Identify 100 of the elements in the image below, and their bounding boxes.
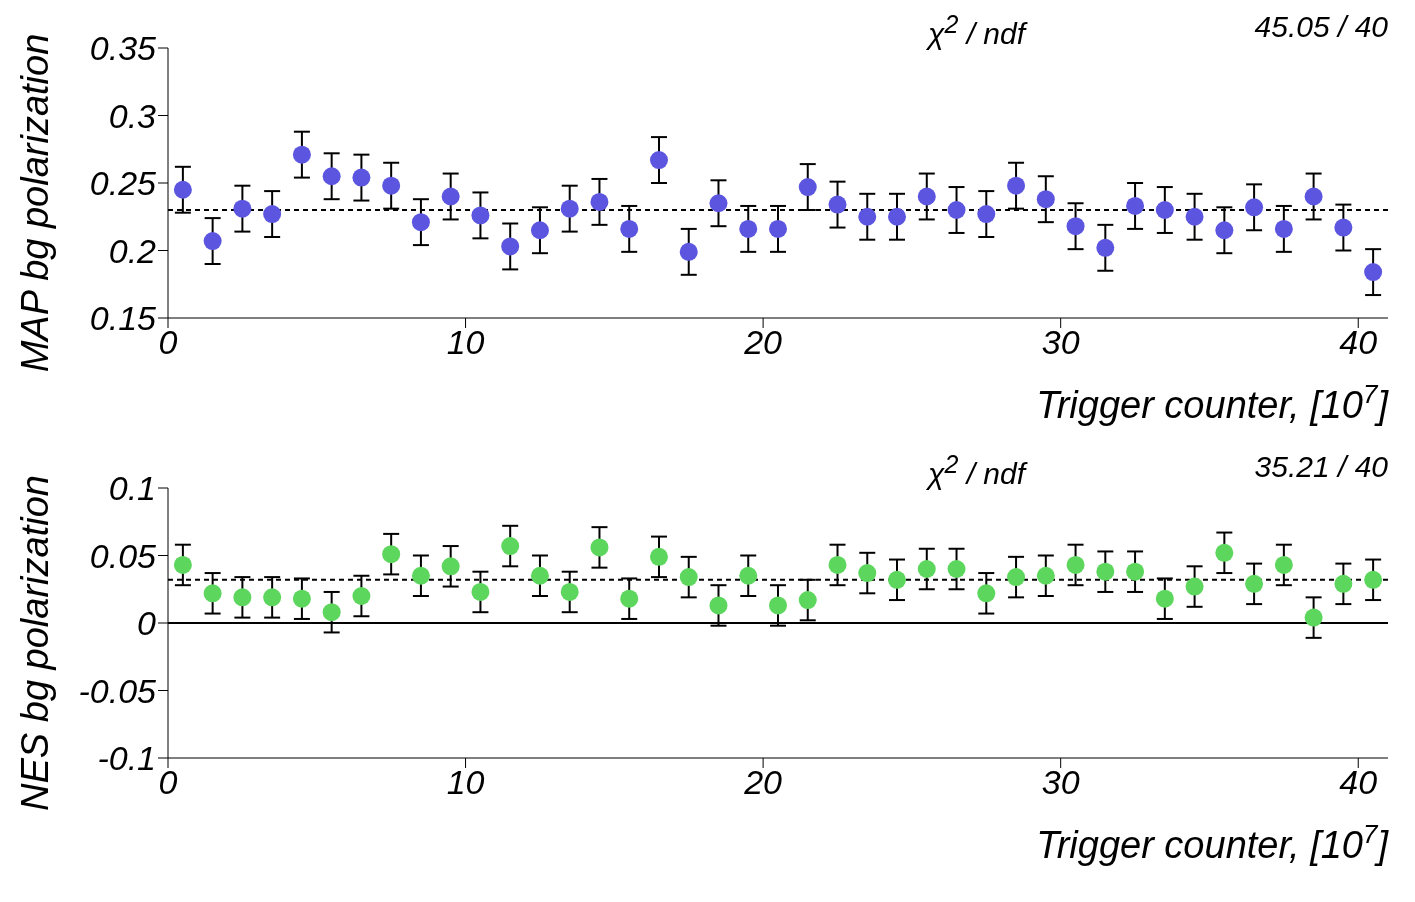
point (888, 207, 907, 226)
point (1215, 221, 1234, 240)
point (888, 570, 907, 589)
point (263, 588, 282, 607)
x-tick-label: 10 (446, 763, 485, 802)
point (382, 545, 401, 564)
x-tick-label: 30 (1041, 323, 1080, 362)
point (1334, 218, 1353, 237)
point (203, 584, 222, 603)
point (501, 237, 520, 256)
y-tick-label: 0.15 (89, 299, 157, 338)
annotation: χ$^{2}$ / ndf (928, 10, 1026, 50)
point (1126, 562, 1145, 581)
point (1304, 187, 1323, 206)
point (322, 603, 341, 622)
y-tick-label: 0.3 (108, 96, 157, 135)
point (769, 596, 787, 615)
x-tick-label: 30 (1041, 763, 1080, 802)
point (649, 547, 668, 566)
y-tick-label: 0.25 (89, 164, 157, 203)
y-tick-label: 0.1 (108, 469, 156, 508)
point (173, 180, 192, 199)
point (858, 564, 877, 583)
point (352, 587, 371, 605)
point (917, 560, 936, 578)
point (947, 560, 966, 578)
point (530, 566, 549, 585)
point (828, 195, 847, 214)
point (1245, 198, 1264, 217)
point (1364, 263, 1383, 282)
point (1185, 577, 1204, 596)
point (709, 596, 728, 615)
x-tick-label: 40 (1339, 763, 1378, 802)
point (1334, 574, 1353, 593)
annotation: χ$^{2}$ / ndf (928, 450, 1026, 490)
point (798, 591, 817, 610)
point (560, 582, 579, 601)
point (1185, 207, 1204, 226)
point (1155, 589, 1174, 608)
point (382, 176, 401, 195)
point (352, 168, 371, 187)
point (620, 589, 639, 608)
point (1274, 219, 1293, 238)
point (1274, 555, 1293, 574)
point (203, 232, 222, 251)
y-axis-title: MAP bg polarization (14, 33, 56, 373)
point (1066, 217, 1085, 236)
point (530, 221, 549, 240)
point (679, 568, 698, 587)
point (263, 205, 282, 224)
point (947, 201, 966, 219)
y-tick-label: 0.05 (89, 536, 157, 575)
y-axis-title: NES bg polarization (14, 475, 56, 811)
point (739, 219, 758, 238)
point (1126, 196, 1145, 215)
point (411, 566, 430, 585)
point (173, 555, 192, 574)
point (1096, 238, 1115, 257)
point (620, 219, 639, 238)
point (649, 151, 668, 170)
point (1155, 201, 1174, 219)
point (590, 538, 609, 557)
point (769, 219, 787, 238)
x-tick-label: 40 (1339, 323, 1378, 362)
point (1096, 562, 1115, 581)
point (1036, 190, 1055, 209)
point (233, 588, 252, 607)
point (471, 206, 490, 225)
point (1304, 608, 1323, 627)
point (1007, 176, 1026, 195)
y-tick-label: -0.1 (97, 739, 156, 778)
point (292, 589, 311, 608)
point (322, 167, 341, 186)
text: 45.05 / 40 (1254, 10, 1388, 43)
y-tick-label: 0.35 (89, 29, 157, 68)
x-tick-label: 10 (446, 323, 485, 362)
point (739, 566, 758, 585)
point (292, 145, 311, 164)
point (1245, 574, 1264, 593)
point (679, 242, 698, 261)
point (590, 192, 609, 211)
point (441, 187, 460, 206)
y-tick-label: 0.2 (108, 231, 157, 270)
point (1215, 543, 1234, 562)
point (977, 584, 996, 603)
point (501, 537, 520, 556)
point (441, 557, 460, 576)
point (1066, 555, 1085, 574)
x-tick-label: 20 (743, 763, 783, 802)
y-tick-label: -0.05 (78, 671, 157, 710)
point (1036, 566, 1055, 585)
x-axis-title: Trigger counter, [10$^{7}$] (1036, 379, 1390, 426)
point (233, 199, 252, 218)
point (917, 187, 936, 206)
y-tick-label: 0 (137, 604, 157, 643)
text: 35.21 / 40 (1254, 450, 1388, 483)
point (471, 582, 490, 601)
x-tick-label: 20 (743, 323, 783, 362)
point (1007, 568, 1026, 587)
point (709, 194, 728, 213)
